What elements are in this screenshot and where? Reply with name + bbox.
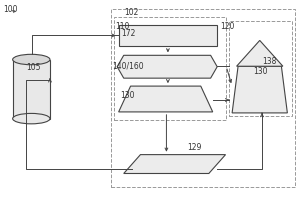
Bar	[118, 25, 217, 46]
Text: 120: 120	[220, 22, 235, 31]
Text: 130: 130	[120, 91, 135, 100]
Polygon shape	[117, 55, 217, 78]
Bar	[13, 60, 50, 119]
Text: 110: 110	[116, 22, 130, 31]
Text: 105: 105	[26, 63, 40, 72]
Text: 130: 130	[253, 67, 268, 76]
Polygon shape	[232, 66, 287, 113]
Polygon shape	[237, 40, 283, 66]
Text: 138: 138	[262, 57, 276, 66]
Text: 102: 102	[124, 8, 139, 17]
Ellipse shape	[13, 113, 50, 124]
Text: 140/160: 140/160	[113, 61, 144, 70]
Text: 100: 100	[4, 5, 18, 14]
Polygon shape	[118, 86, 213, 112]
Ellipse shape	[13, 54, 50, 65]
Text: 172: 172	[122, 29, 136, 38]
Polygon shape	[124, 155, 226, 173]
Text: 129: 129	[187, 143, 202, 152]
